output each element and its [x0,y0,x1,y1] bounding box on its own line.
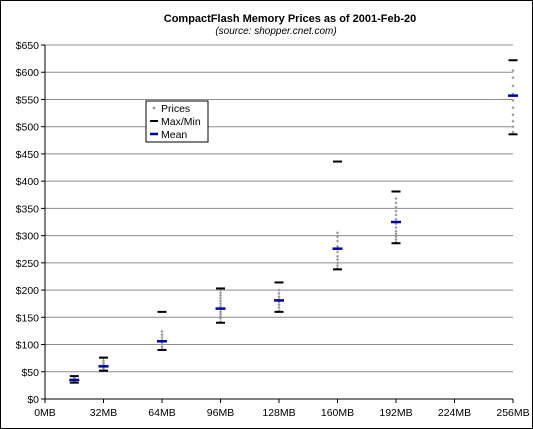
price-point [160,329,164,334]
x-tick-label: 128MB [262,407,295,419]
price-point [218,291,223,295]
price-point [218,302,223,306]
price-point [218,299,223,303]
price-point [394,217,398,221]
price-point [218,314,223,318]
price-point [511,130,515,134]
y-tick-label: $200 [16,285,40,297]
y-tick-label: $300 [16,231,40,243]
price-point [218,288,223,292]
x-tick-label: 256MB [496,407,529,419]
price-point [277,303,281,307]
price-point [160,345,164,349]
price-point [335,263,340,268]
price-point [511,125,515,129]
price-point [511,106,515,110]
price-point [218,293,223,298]
y-tick-label: $250 [16,258,40,270]
legend-label-mean: Mean [161,129,187,141]
price-point [101,361,106,365]
axes [44,45,513,400]
price-point [511,98,515,103]
price-point [160,342,164,347]
price-point [335,257,340,262]
price-point [335,254,340,258]
y-tick-label: $400 [16,176,40,188]
x-tick-label: 64MB [148,407,175,419]
price-point [218,296,223,300]
price-point [394,232,398,236]
legend-label-maxmin: Max/Min [161,116,201,128]
y-tick-label: $550 [16,94,40,106]
price-point [218,312,223,316]
price-point [394,229,398,233]
y-tick-label: $650 [16,40,40,52]
grid-lines [45,44,513,373]
price-point [277,288,281,292]
price-point [394,209,398,213]
price-point [511,68,515,73]
price-point [511,113,515,117]
price-point [277,305,281,310]
x-tick-label: 32MB [90,407,117,419]
price-point [394,201,398,205]
price-point [394,196,398,201]
price-point [394,237,398,242]
x-tick-label: 224MB [438,407,471,419]
price-point [335,235,340,239]
x-axis-ticks: 0MB 32MB 64MB 96MB 128MB 160MB 192MB 224MB 256MB [34,399,530,419]
y-tick-label: $600 [16,67,40,79]
price-point [394,235,398,239]
price-point [335,231,340,235]
legend-label-prices: Prices [161,103,190,115]
chart-title: CompactFlash Memory Prices as of 2001-Fe… [164,13,416,25]
x-tick-label: 160MB [321,407,354,419]
legend-swatch-prices [152,106,156,110]
y-tick-label: $500 [16,122,40,134]
price-point [394,205,398,209]
price-point [511,76,515,80]
price-point [394,225,398,230]
price-point [101,363,106,367]
price-point [335,239,340,243]
price-point [218,316,223,320]
price-point [335,261,340,265]
price-point [218,304,223,309]
price-point [277,291,281,295]
x-tick-label: 192MB [379,407,412,419]
price-point [511,119,515,123]
data-marks [69,59,518,384]
x-tick-label: 96MB [207,407,234,419]
y-tick-label: $350 [16,203,40,215]
y-tick-label: $100 [16,340,40,352]
y-axis-ticks: $0 $50 $100 $150 $200 $250 $300 $350 $400 $450 $50… [16,40,45,406]
price-point [335,244,340,249]
y-tick-label: $450 [16,149,40,161]
price-point [101,359,106,363]
price-point [511,84,515,88]
y-tick-label: $0 [27,394,39,406]
x-tick-label: 0MB [34,407,56,419]
y-tick-label: $50 [21,367,39,379]
price-point [335,250,340,254]
price-point [277,295,281,299]
price-point [218,310,223,314]
price-point [394,213,398,217]
chart-subtitle: (source: shopper.cnet.com) [215,26,336,37]
price-point [160,335,164,340]
y-tick-label: $150 [16,312,40,324]
price-point [160,333,164,337]
